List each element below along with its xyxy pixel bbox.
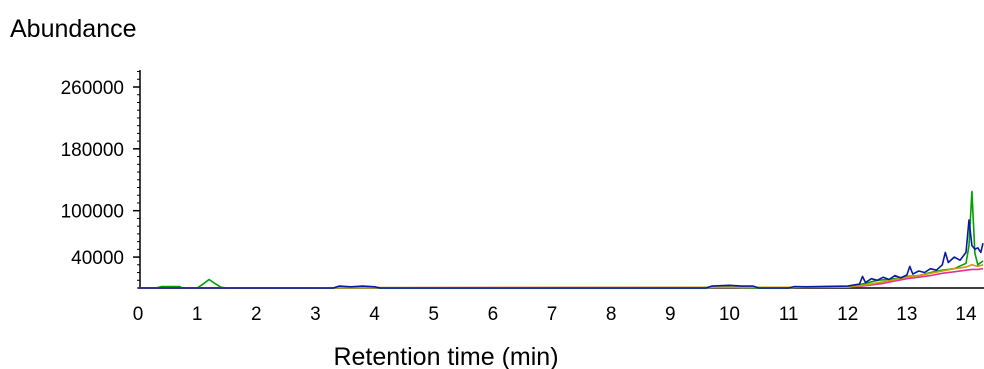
x-tick-label: 10 [719, 304, 740, 325]
series-line-3 [137, 263, 984, 289]
x-ticks: 0 1 2 3 4 5 6 7 8 9 10 11 12 13 14 [133, 304, 977, 325]
x-tick-label: 11 [779, 304, 799, 325]
x-tick-label: 2 [251, 304, 262, 325]
axes [137, 70, 984, 289]
series-lines [137, 190, 984, 289]
x-tick-label: 5 [428, 304, 439, 325]
y-axis-title: Abundance [10, 15, 137, 43]
x-tick-label: 0 [133, 304, 144, 325]
x-tick-label: 14 [955, 304, 977, 325]
y-tick-label: 260000 [61, 78, 124, 99]
x-tick-label: 4 [369, 304, 380, 325]
x-axis-title: Retention time (min) [333, 343, 558, 369]
y-tick-label: 180000 [61, 140, 124, 161]
x-tick-label: 12 [837, 304, 858, 325]
series-line-1 [138, 190, 984, 289]
series-line-4 [138, 219, 984, 289]
x-tick-label: 13 [896, 304, 917, 325]
series-line-2 [137, 267, 984, 289]
x-tick-label: 6 [488, 304, 499, 325]
x-tick-label: 1 [192, 304, 203, 325]
x-tick-label: 7 [547, 304, 558, 325]
y-tick-label: 100000 [61, 202, 124, 223]
y-tick-label: 40000 [71, 248, 124, 269]
x-tick-label: 8 [606, 304, 617, 325]
y-ticks: 40000 100000 180000 260000 [61, 78, 140, 269]
x-tick-label: 3 [310, 304, 321, 325]
x-tick-label: 9 [665, 304, 676, 325]
